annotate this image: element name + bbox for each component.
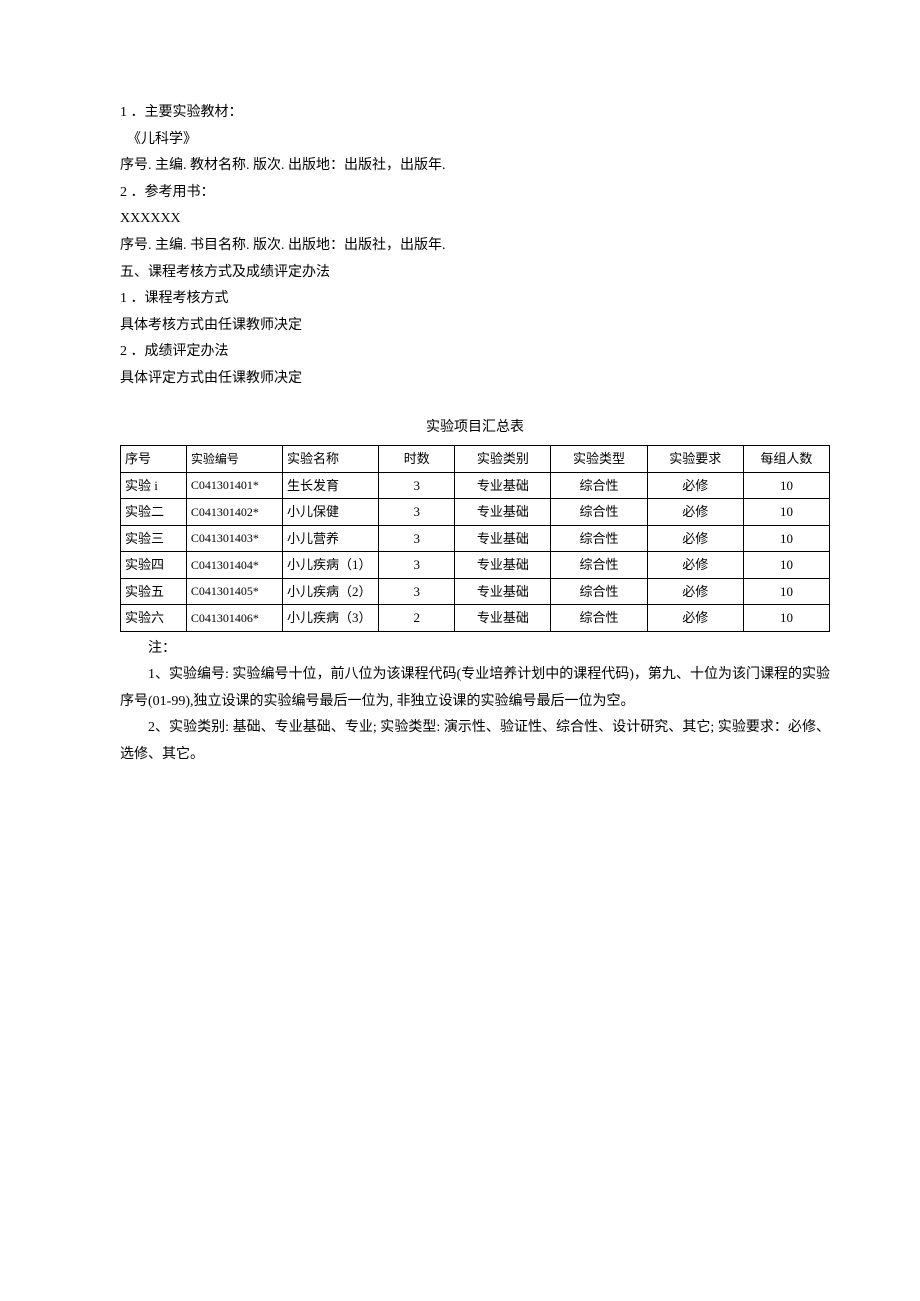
cell-req: 必修	[647, 552, 743, 579]
cell-type: 综合性	[551, 552, 647, 579]
line-reference-placeholder: XXXXXX	[120, 206, 830, 233]
cell-name: 小儿营养	[283, 525, 379, 552]
cell-type: 综合性	[551, 472, 647, 499]
header-req: 实验要求	[647, 446, 743, 473]
table-header-row: 序号 实验编号 实验名称 时数 实验类别 实验类型 实验要求 每组人数	[121, 446, 830, 473]
cell-hours: 3	[379, 552, 455, 579]
cell-name: 生长发育	[283, 472, 379, 499]
table-row: 实验五 C041301405* 小儿疾病（2） 3 专业基础 综合性 必修 10	[121, 578, 830, 605]
cell-count: 10	[743, 578, 829, 605]
table-row: 实验三 C041301403* 小儿营养 3 专业基础 综合性 必修 10	[121, 525, 830, 552]
cell-req: 必修	[647, 499, 743, 526]
cell-count: 10	[743, 605, 829, 632]
notes-section: 注： 1、实验编号: 实验编号十位，前八位为该课程代码(专业培养计划中的课程代码…	[120, 636, 830, 769]
cell-count: 10	[743, 552, 829, 579]
header-name: 实验名称	[283, 446, 379, 473]
cell-name: 小儿疾病（2）	[283, 578, 379, 605]
table-title: 实验项目汇总表	[120, 415, 830, 442]
notes-item-2: 2、实验类别: 基础、专业基础、专业; 实验类型: 演示性、验证性、综合性、设计…	[120, 715, 830, 768]
cell-code: C041301403*	[186, 525, 282, 552]
cell-hours: 3	[379, 499, 455, 526]
line-reference-heading: 2 ．参考用书：	[120, 180, 830, 207]
cell-type: 综合性	[551, 525, 647, 552]
header-count: 每组人数	[743, 446, 829, 473]
cell-hours: 3	[379, 472, 455, 499]
line-assessment-method-body: 具体考核方式由任课教师决定	[120, 313, 830, 340]
cell-code: C041301404*	[186, 552, 282, 579]
cell-name: 小儿疾病（3）	[283, 605, 379, 632]
header-seq: 序号	[121, 446, 187, 473]
header-type: 实验类型	[551, 446, 647, 473]
header-hours: 时数	[379, 446, 455, 473]
cell-type: 综合性	[551, 578, 647, 605]
cell-name: 小儿疾病（1）	[283, 552, 379, 579]
table-row: 实验六 C041301406* 小儿疾病（3） 2 专业基础 综合性 必修 10	[121, 605, 830, 632]
cell-code: C041301401*	[186, 472, 282, 499]
notes-item-1: 1、实验编号: 实验编号十位，前八位为该课程代码(专业培养计划中的课程代码)，第…	[120, 662, 830, 715]
cell-category: 专业基础	[455, 499, 551, 526]
line-grading-method-heading: 2 ．成绩评定办法	[120, 339, 830, 366]
cell-req: 必修	[647, 578, 743, 605]
cell-seq: 实验四	[121, 552, 187, 579]
header-code: 实验编号	[186, 446, 282, 473]
cell-req: 必修	[647, 472, 743, 499]
cell-req: 必修	[647, 605, 743, 632]
experiment-summary-table: 序号 实验编号 实验名称 时数 实验类别 实验类型 实验要求 每组人数 实验 i…	[120, 445, 830, 632]
cell-seq: 实验二	[121, 499, 187, 526]
line-assessment-method-heading: 1 ．课程考核方式	[120, 286, 830, 313]
cell-name: 小儿保健	[283, 499, 379, 526]
line-textbook-title: 《儿科学》	[120, 127, 830, 154]
table-row: 实验四 C041301404* 小儿疾病（1） 3 专业基础 综合性 必修 10	[121, 552, 830, 579]
table-row: 实验二 C041301402* 小儿保健 3 专业基础 综合性 必修 10	[121, 499, 830, 526]
cell-seq: 实验六	[121, 605, 187, 632]
cell-hours: 3	[379, 525, 455, 552]
cell-req: 必修	[647, 525, 743, 552]
cell-hours: 2	[379, 605, 455, 632]
cell-seq: 实验 i	[121, 472, 187, 499]
cell-category: 专业基础	[455, 552, 551, 579]
cell-count: 10	[743, 525, 829, 552]
line-grading-method-body: 具体评定方式由任课教师决定	[120, 366, 830, 393]
cell-count: 10	[743, 472, 829, 499]
cell-seq: 实验五	[121, 578, 187, 605]
table-row: 实验 i C041301401* 生长发育 3 专业基础 综合性 必修 10	[121, 472, 830, 499]
cell-category: 专业基础	[455, 605, 551, 632]
line-section-five-heading: 五、课程考核方式及成绩评定办法	[120, 260, 830, 287]
line-main-textbook-heading: 1 ．主要实验教材：	[120, 100, 830, 127]
cell-type: 综合性	[551, 605, 647, 632]
cell-category: 专业基础	[455, 472, 551, 499]
notes-label: 注：	[120, 636, 830, 663]
cell-hours: 3	[379, 578, 455, 605]
table-body: 实验 i C041301401* 生长发育 3 专业基础 综合性 必修 10 实…	[121, 472, 830, 631]
cell-code: C041301405*	[186, 578, 282, 605]
cell-count: 10	[743, 499, 829, 526]
cell-code: C041301402*	[186, 499, 282, 526]
cell-type: 综合性	[551, 499, 647, 526]
cell-seq: 实验三	[121, 525, 187, 552]
header-category: 实验类别	[455, 446, 551, 473]
cell-category: 专业基础	[455, 525, 551, 552]
cell-code: C041301406*	[186, 605, 282, 632]
line-textbook-format: 序号. 主编. 教材名称. 版次. 出版地：出版社，出版年.	[120, 153, 830, 180]
line-reference-format: 序号. 主编. 书目名称. 版次. 出版地：出版社，出版年.	[120, 233, 830, 260]
cell-category: 专业基础	[455, 578, 551, 605]
